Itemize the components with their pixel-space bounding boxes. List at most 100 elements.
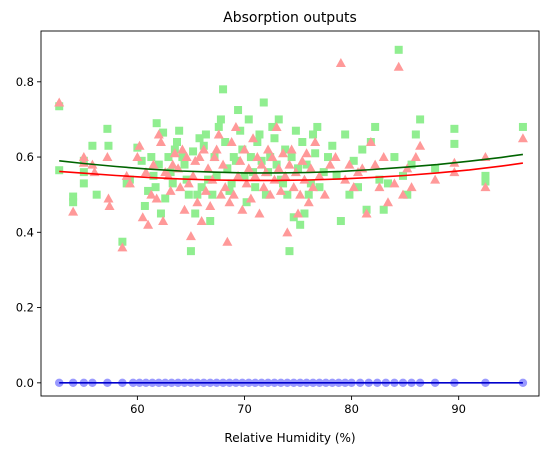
data-point-triangle xyxy=(137,212,148,222)
x-axis-title: Relative Humidity (%) xyxy=(224,431,355,445)
data-point-triangle xyxy=(378,152,389,162)
data-point-square xyxy=(195,134,204,143)
y-tick-label: 0.6 xyxy=(16,150,34,164)
data-point-square xyxy=(186,247,195,256)
data-point-square xyxy=(324,153,333,162)
data-point-triangle xyxy=(226,137,237,147)
data-point-square xyxy=(285,247,294,256)
data-point-square xyxy=(354,183,363,192)
data-point-triangle xyxy=(177,144,188,154)
data-point-square xyxy=(394,45,403,54)
data-point-square xyxy=(147,153,156,162)
data-point-triangle xyxy=(267,152,278,162)
data-point-triangle xyxy=(235,155,246,165)
data-point-square xyxy=(450,139,459,148)
data-point-triangle xyxy=(517,133,528,143)
data-point-square xyxy=(69,192,78,201)
data-point-triangle xyxy=(132,152,143,162)
data-point-square xyxy=(315,183,324,192)
data-point-triangle xyxy=(330,152,341,162)
data-point-triangle xyxy=(348,182,359,192)
data-point-square xyxy=(144,186,153,195)
data-point-square xyxy=(261,190,270,199)
data-point-square xyxy=(161,194,170,203)
data-point-triangle xyxy=(220,182,231,192)
fit-line xyxy=(59,162,524,182)
data-point-triangle xyxy=(290,167,301,177)
data-point-square xyxy=(79,179,88,188)
data-point-square xyxy=(328,141,337,150)
data-point-triangle xyxy=(241,178,252,188)
data-point-triangle xyxy=(233,170,244,180)
data-point-square xyxy=(313,122,322,131)
plot-frame xyxy=(40,30,540,397)
data-point-square xyxy=(216,115,225,124)
data-point-square xyxy=(240,171,249,180)
data-point-triangle xyxy=(406,182,417,192)
data-point-triangle xyxy=(430,174,441,184)
data-point-square xyxy=(306,179,315,188)
data-point-square xyxy=(268,122,277,131)
data-point-triangle xyxy=(230,121,241,131)
data-point-triangle xyxy=(218,159,229,169)
data-point-triangle xyxy=(134,140,145,150)
data-point-square xyxy=(332,171,341,180)
y-tick-label: 0.2 xyxy=(16,301,34,315)
data-point-square xyxy=(244,115,253,124)
data-point-square xyxy=(234,106,243,115)
data-point-triangle xyxy=(155,137,166,147)
data-point-square xyxy=(178,153,187,162)
data-point-triangle xyxy=(203,163,214,173)
data-point-square xyxy=(154,160,163,169)
data-point-square xyxy=(92,190,101,199)
data-point-triangle xyxy=(146,189,157,199)
data-point-square xyxy=(118,237,127,246)
data-point-square xyxy=(291,126,300,135)
data-point-square xyxy=(193,190,202,199)
data-point-square xyxy=(416,115,425,124)
data-point-triangle xyxy=(397,189,408,199)
data-point-triangle xyxy=(278,148,289,158)
data-point-square xyxy=(184,190,193,199)
data-point-square xyxy=(140,201,149,210)
x-tick-label: 80 xyxy=(344,402,359,416)
data-point-square xyxy=(103,124,112,133)
data-point-square xyxy=(191,209,200,218)
data-point-triangle xyxy=(151,193,162,203)
data-point-triangle xyxy=(194,152,205,162)
data-point-square xyxy=(481,171,490,180)
data-point-square xyxy=(298,138,307,147)
data-point-triangle xyxy=(215,189,226,199)
data-point-triangle xyxy=(102,152,113,162)
data-point-triangle xyxy=(415,140,426,150)
data-point-triangle xyxy=(365,137,376,147)
data-point-triangle xyxy=(310,137,321,147)
data-point-triangle xyxy=(239,144,250,154)
data-point-triangle xyxy=(295,189,306,199)
data-point-triangle xyxy=(185,231,196,241)
data-point-square xyxy=(272,160,281,169)
series-triangle xyxy=(54,57,528,252)
data-point-triangle xyxy=(303,197,314,207)
data-point-triangle xyxy=(344,159,355,169)
data-point-triangle xyxy=(140,167,151,177)
data-point-triangle xyxy=(273,163,284,173)
data-point-square xyxy=(294,164,303,173)
data-point-square xyxy=(270,134,279,143)
data-point-square xyxy=(279,179,288,188)
data-point-triangle xyxy=(68,206,79,216)
data-point-triangle xyxy=(410,152,421,162)
data-point-triangle xyxy=(280,170,291,180)
data-point-square xyxy=(173,138,182,147)
data-point-triangle xyxy=(181,152,192,162)
data-point-square xyxy=(403,190,412,199)
data-point-triangle xyxy=(269,174,280,184)
data-point-square xyxy=(304,190,313,199)
data-point-triangle xyxy=(265,189,276,199)
data-point-triangle xyxy=(148,159,159,169)
data-point-square xyxy=(69,198,78,207)
data-point-triangle xyxy=(167,159,178,169)
data-point-square xyxy=(407,160,416,169)
data-point-triangle xyxy=(389,178,400,188)
